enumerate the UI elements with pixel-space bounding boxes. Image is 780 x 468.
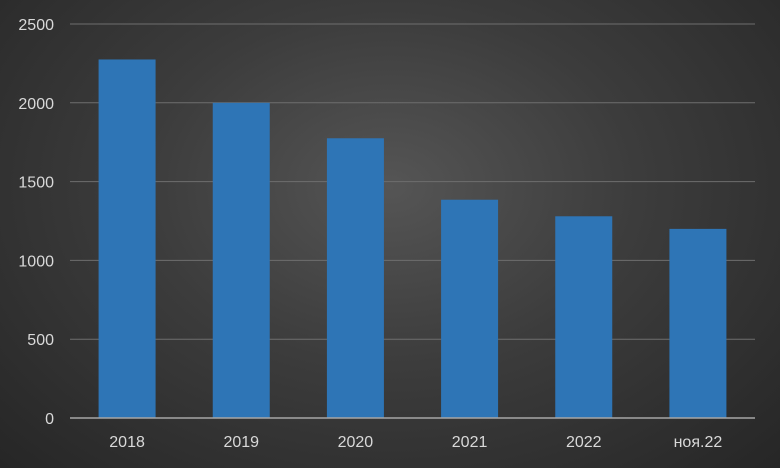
x-tick-label: 2018	[109, 434, 145, 451]
y-tick-label: 1500	[18, 175, 54, 192]
bars	[98, 59, 727, 419]
y-tick-label: 500	[27, 332, 54, 349]
bar	[212, 102, 270, 419]
x-tick-label: 2021	[452, 434, 488, 451]
bar	[669, 228, 727, 418]
y-tick-label: 2000	[18, 96, 54, 113]
x-tick-label: ноя.22	[674, 434, 723, 451]
x-axis: 2018 2019 2020 2021 2022 ноя.22	[109, 434, 722, 451]
x-tick-label: 2020	[338, 434, 374, 451]
bar	[326, 138, 384, 418]
y-tick-label: 2500	[18, 17, 54, 34]
y-tick-label: 0	[45, 411, 54, 428]
x-tick-label: 2022	[566, 434, 602, 451]
bar	[555, 216, 613, 418]
bar	[441, 199, 499, 418]
bar	[98, 59, 156, 419]
x-tick-label: 2019	[223, 434, 259, 451]
y-axis: 0 500 1000 1500 2000 2500	[18, 17, 54, 428]
gridlines	[70, 23, 755, 340]
y-tick-label: 1000	[18, 253, 54, 270]
